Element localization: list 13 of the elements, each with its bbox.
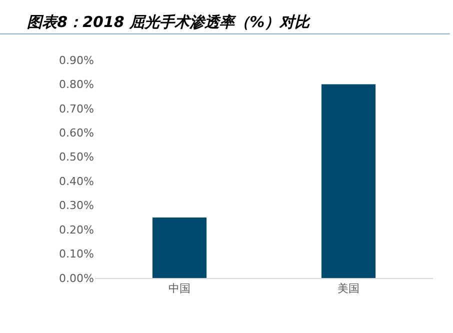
y-tick-label: 0.50% [59, 150, 94, 164]
y-tick-label: 0.80% [59, 78, 94, 92]
y-tick-label: 0.30% [59, 199, 94, 212]
chart-title: 图表8：2018 屈光手术渗透率（%）对比 [27, 13, 312, 32]
y-tick-label: 0.40% [59, 174, 94, 188]
y-tick-label: 0.60% [59, 126, 94, 140]
y-tick-label: 0.00% [59, 272, 94, 285]
x-tick-label: 美国 [338, 282, 360, 296]
y-tick-label: 0.20% [59, 223, 94, 236]
y-tick-label: 0.10% [59, 248, 94, 261]
x-tick-label: 中国 [168, 282, 190, 296]
y-tick-label: 0.90% [59, 54, 94, 67]
y-tick-label: 0.70% [59, 102, 94, 116]
